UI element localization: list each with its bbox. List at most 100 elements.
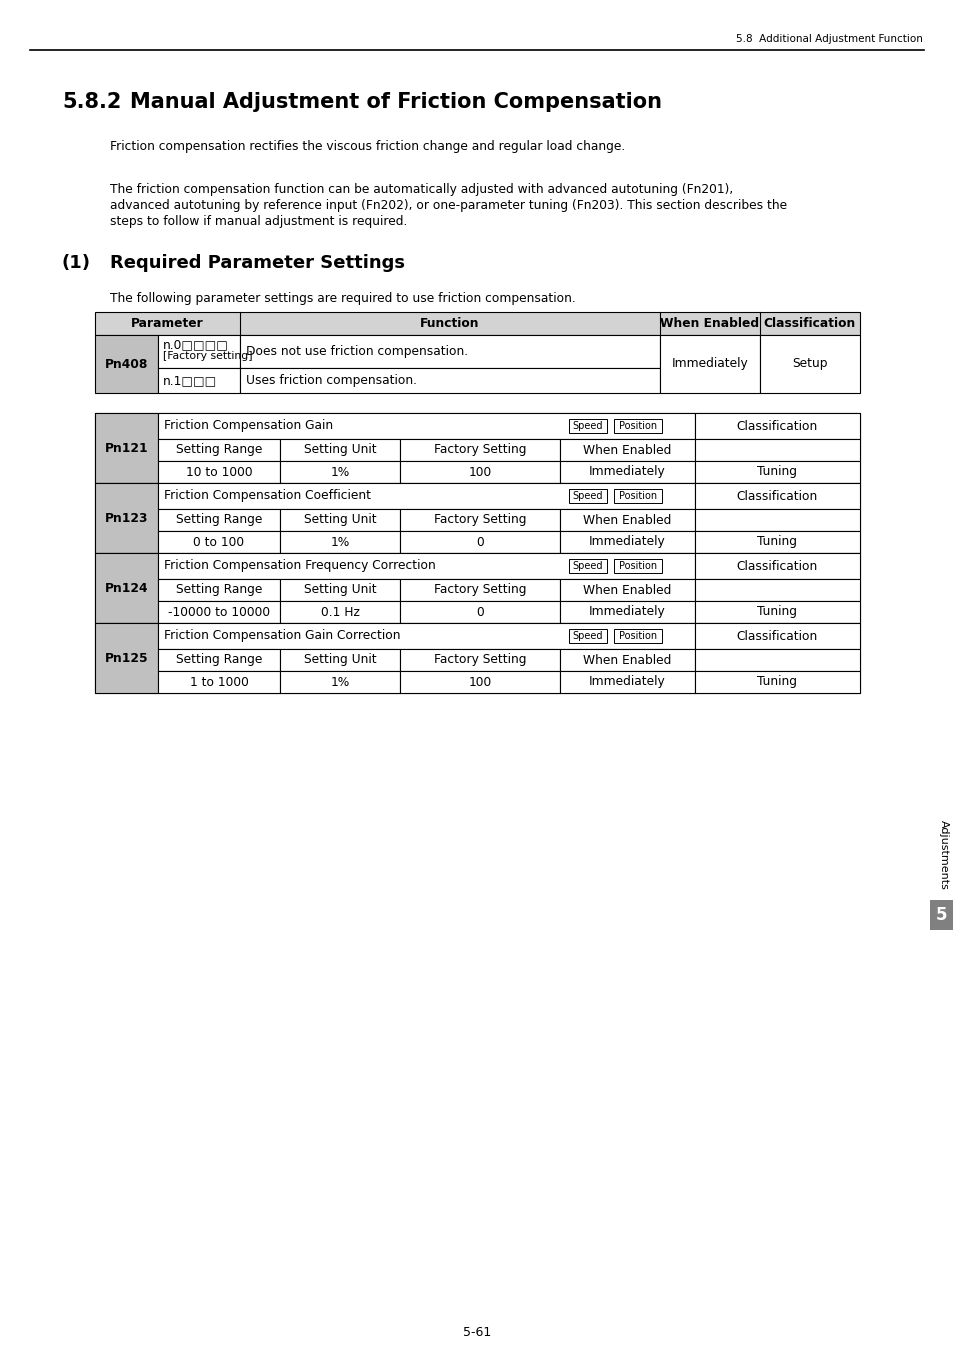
Bar [158,649,280,671]
Bar [559,439,695,460]
Text: 1%: 1% [330,466,349,478]
Text: Setup: Setup [791,358,827,370]
Bar [280,649,399,671]
Bar [158,622,695,649]
Text: The following parameter settings are required to use friction compensation.: The following parameter settings are req… [110,292,576,305]
Text: Factory Setting: Factory Setting [434,513,526,526]
Text: Factory Setting: Factory Setting [434,583,526,597]
Text: Position: Position [618,562,657,571]
Text: 5.8.2: 5.8.2 [62,92,121,112]
Bar [695,601,859,622]
Text: Setting Unit: Setting Unit [303,444,375,456]
Bar [559,601,695,622]
Bar [695,649,859,671]
Text: Setting Range: Setting Range [175,653,262,667]
Bar [95,483,158,554]
Bar [695,554,859,579]
Text: Friction Compensation Coefficient: Friction Compensation Coefficient [164,490,371,502]
Bar [568,418,606,433]
Text: Uses friction compensation.: Uses friction compensation. [246,374,416,387]
Text: Friction compensation rectifies the viscous friction change and regular load cha: Friction compensation rectifies the visc… [110,140,624,153]
Text: Speed: Speed [572,421,602,431]
Bar [399,601,559,622]
Text: Friction Compensation Frequency Correction: Friction Compensation Frequency Correcti… [164,559,436,572]
Bar [95,554,859,622]
Text: When Enabled: When Enabled [659,317,759,329]
Bar [158,601,280,622]
Text: Pn124: Pn124 [105,582,148,594]
Text: n.1□□□: n.1□□□ [163,374,217,387]
Text: When Enabled: When Enabled [582,653,671,667]
Text: Pn408: Pn408 [105,358,148,370]
Text: [Factory setting]: [Factory setting] [163,351,253,360]
Text: Speed: Speed [572,562,602,571]
Text: Parameter: Parameter [131,317,204,329]
Bar [559,579,695,601]
Text: Pn125: Pn125 [105,652,148,664]
Text: 5.8  Additional Adjustment Function: 5.8 Additional Adjustment Function [736,34,923,45]
Text: Tuning: Tuning [757,466,797,478]
Text: Immediately: Immediately [589,606,665,618]
Text: Tuning: Tuning [757,606,797,618]
Bar [399,649,559,671]
Text: 10 to 1000: 10 to 1000 [186,466,252,478]
Text: Position: Position [618,421,657,431]
Text: 0 to 100: 0 to 100 [193,536,244,548]
Text: Classification: Classification [736,490,818,502]
Bar [760,335,859,393]
Text: The friction compensation function can be automatically adjusted with advanced a: The friction compensation function can b… [110,184,733,196]
Bar [158,509,280,531]
Bar [240,335,659,369]
Bar [695,509,859,531]
Bar [240,369,659,393]
Text: Setting Unit: Setting Unit [303,653,375,667]
Bar [158,671,280,693]
Bar [614,629,661,643]
Bar [95,312,859,335]
Bar [695,622,859,649]
Bar [399,439,559,460]
Text: When Enabled: When Enabled [582,583,671,597]
Bar [158,439,280,460]
Text: advanced autotuning by reference input (Fn202), or one-parameter tuning (Fn203).: advanced autotuning by reference input (… [110,198,786,212]
Bar [695,579,859,601]
Bar [95,413,859,483]
Text: Tuning: Tuning [757,536,797,548]
Bar [95,483,859,554]
Bar [399,509,559,531]
Text: Classification: Classification [736,559,818,572]
Text: 0.1 Hz: 0.1 Hz [320,606,359,618]
Bar [614,559,661,572]
Bar [158,531,280,554]
Text: When Enabled: When Enabled [582,513,671,526]
Bar [559,460,695,483]
Bar [95,335,158,393]
Text: Classification: Classification [736,629,818,643]
Text: Manual Adjustment of Friction Compensation: Manual Adjustment of Friction Compensati… [130,92,661,112]
Bar [158,335,240,369]
Bar [280,671,399,693]
Text: Setting Unit: Setting Unit [303,583,375,597]
Bar [559,509,695,531]
Bar [614,418,661,433]
Text: When Enabled: When Enabled [582,444,671,456]
Bar [568,559,606,572]
Text: Immediately: Immediately [589,536,665,548]
Text: 5: 5 [935,906,946,923]
Bar [568,489,606,504]
Bar [559,649,695,671]
Bar [158,460,280,483]
Bar [280,579,399,601]
Bar [695,531,859,554]
Text: 0: 0 [476,536,483,548]
Bar [399,671,559,693]
Bar [280,509,399,531]
Text: Immediately: Immediately [589,466,665,478]
Text: n.0□□□□: n.0□□□□ [163,338,229,351]
Text: Adjustments: Adjustments [938,819,948,890]
Text: 100: 100 [468,466,491,478]
Bar [568,629,606,643]
Bar [559,531,695,554]
Bar [95,622,158,693]
Text: Immediately: Immediately [671,358,747,370]
